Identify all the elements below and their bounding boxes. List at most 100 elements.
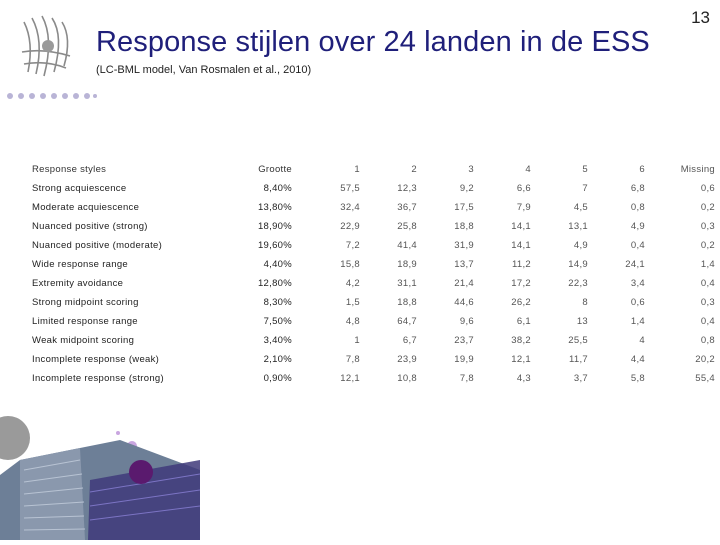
value-cell-6: 4	[639, 335, 645, 346]
value-cell-6: 0,8	[630, 202, 645, 213]
header-col-6: 6	[639, 164, 645, 175]
response-style-name: Nuanced positive (moderate)	[32, 240, 163, 251]
value-cell-2: 23,9	[397, 354, 417, 365]
table-row: Limited response range 7,50% 4,8 64,7 9,6 6,1…	[30, 312, 715, 331]
missing-cell: 0,2	[700, 240, 715, 251]
response-styles-table: Response styles Grootte 1 2 3 4 5 6 Miss…	[30, 160, 715, 388]
header-col-3: 3	[468, 164, 474, 175]
value-cell-5: 7	[582, 183, 588, 194]
value-cell-2: 64,7	[397, 316, 417, 327]
response-style-name: Strong midpoint scoring	[32, 297, 139, 308]
missing-cell: 55,4	[695, 373, 715, 384]
slide-title: Response stijlen over 24 landen in de ES…	[96, 26, 650, 58]
purple-circle-icon	[129, 460, 153, 484]
value-cell-6: 0,6	[630, 297, 645, 308]
table-row: Nuanced positive (moderate) 19,60% 7,2 41,4…	[30, 236, 715, 255]
table-row: Extremity avoidance 12,80% 4,2 31,1 21,4 17,2…	[30, 274, 715, 293]
value-cell-4: 17,2	[511, 278, 531, 289]
header-grootte: Grootte	[258, 164, 292, 175]
grootte-cell: 13,80%	[257, 202, 292, 213]
table-row: Moderate acquiescence 13,80% 32,4 36,7 17,5 7…	[30, 198, 715, 217]
header-missing: Missing	[680, 164, 715, 175]
response-style-name: Extremity avoidance	[32, 278, 124, 289]
missing-cell: 0,2	[700, 202, 715, 213]
value-cell-4: 26,2	[511, 297, 531, 308]
value-cell-5: 14,9	[568, 259, 588, 270]
value-cell-6: 6,8	[630, 183, 645, 194]
value-cell-1: 22,9	[340, 221, 360, 232]
value-cell-6: 24,1	[625, 259, 645, 270]
value-cell-5: 4,9	[573, 240, 588, 251]
response-style-name: Wide response range	[32, 259, 129, 270]
value-cell-4: 4,3	[516, 373, 531, 384]
university-logo-icon	[14, 12, 80, 82]
grootte-cell: 0,90%	[263, 373, 292, 384]
grootte-cell: 18,90%	[257, 221, 292, 232]
value-cell-3: 17,5	[454, 202, 474, 213]
decorative-dots	[6, 88, 98, 99]
value-cell-1: 57,5	[340, 183, 360, 194]
value-cell-4: 38,2	[511, 335, 531, 346]
grootte-cell: 3,40%	[263, 335, 292, 346]
header-col-5: 5	[582, 164, 588, 175]
slide-number: 13	[691, 8, 710, 27]
value-cell-1: 1	[354, 335, 360, 346]
table-row: Nuanced positive (strong) 18,90% 22,9 25,8 1…	[30, 217, 715, 236]
value-cell-1: 7,8	[345, 354, 360, 365]
grootte-cell: 8,40%	[263, 183, 292, 194]
value-cell-4: 14,1	[511, 240, 531, 251]
value-cell-5: 8	[582, 297, 588, 308]
value-cell-3: 23,7	[454, 335, 474, 346]
small-dot-icon	[116, 431, 120, 435]
value-cell-1: 4,8	[345, 316, 360, 327]
table-header-row: Response styles Grootte 1 2 3 4 5 6 Miss…	[30, 160, 715, 179]
value-cell-6: 3,4	[630, 278, 645, 289]
table-row: Strong midpoint scoring 8,30% 1,5 18,8 44,6 2…	[30, 293, 715, 312]
missing-cell: 0,4	[700, 316, 715, 327]
value-cell-2: 18,9	[397, 259, 417, 270]
response-style-name: Moderate acquiescence	[32, 202, 140, 213]
value-cell-3: 18,8	[454, 221, 474, 232]
value-cell-3: 7,8	[459, 373, 474, 384]
value-cell-2: 6,7	[402, 335, 417, 346]
slide-subtitle: (LC-BML model, Van Rosmalen et al., 2010…	[96, 64, 312, 76]
response-style-name: Limited response range	[32, 316, 138, 327]
response-style-name: Incomplete response (weak)	[32, 354, 160, 365]
grootte-cell: 19,60%	[257, 240, 292, 251]
value-cell-3: 31,9	[454, 240, 474, 251]
value-cell-2: 10,8	[397, 373, 417, 384]
value-cell-1: 15,8	[340, 259, 360, 270]
table-row: Weak midpoint scoring 3,40% 1 6,7 23,7 38,2 25…	[30, 331, 715, 350]
missing-cell: 0,6	[700, 183, 715, 194]
value-cell-5: 4,5	[573, 202, 588, 213]
value-cell-5: 3,7	[573, 373, 588, 384]
header-col-4: 4	[525, 164, 531, 175]
value-cell-1: 4,2	[345, 278, 360, 289]
grey-circle-icon	[0, 416, 30, 460]
grootte-cell: 12,80%	[257, 278, 292, 289]
table-row: Strong acquiescence 8,40% 57,5 12,3 9,2 6,6 7 6…	[30, 179, 715, 198]
grootte-cell: 4,40%	[263, 259, 292, 270]
header-response-styles: Response styles	[32, 164, 107, 175]
value-cell-2: 36,7	[397, 202, 417, 213]
missing-cell: 0,3	[700, 221, 715, 232]
value-cell-3: 21,4	[454, 278, 474, 289]
value-cell-3: 9,6	[459, 316, 474, 327]
response-style-name: Strong acquiescence	[32, 183, 127, 194]
value-cell-4: 7,9	[516, 202, 531, 213]
value-cell-2: 25,8	[397, 221, 417, 232]
value-cell-5: 22,3	[568, 278, 588, 289]
missing-cell: 0,3	[700, 297, 715, 308]
response-style-name: Nuanced positive (strong)	[32, 221, 148, 232]
value-cell-6: 1,4	[630, 316, 645, 327]
value-cell-2: 41,4	[397, 240, 417, 251]
missing-cell: 0,4	[700, 278, 715, 289]
header-col-1: 1	[354, 164, 360, 175]
table-row: Incomplete response (weak) 2,10% 7,8 23,9 19…	[30, 350, 715, 369]
value-cell-5: 13	[576, 316, 588, 327]
value-cell-6: 4,4	[630, 354, 645, 365]
table-row: Wide response range 4,40% 15,8 18,9 13,7 11,2…	[30, 255, 715, 274]
value-cell-4: 14,1	[511, 221, 531, 232]
value-cell-3: 9,2	[459, 183, 474, 194]
value-cell-1: 32,4	[340, 202, 360, 213]
